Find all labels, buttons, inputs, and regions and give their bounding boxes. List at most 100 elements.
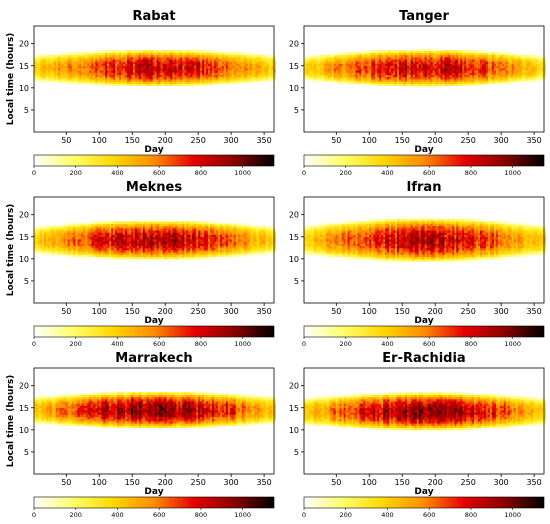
x-tick-label: 50 xyxy=(331,478,341,487)
colorbar-tick-label: 400 xyxy=(381,169,393,177)
panel-title: Ifran xyxy=(407,180,442,195)
colorbar-tick-label: 200 xyxy=(70,340,82,348)
y-axis-label: Local time (hours) xyxy=(6,204,16,297)
x-tick-label: 50 xyxy=(331,136,341,145)
x-axis-label: Day xyxy=(144,145,163,155)
colorbar-tick-label: 400 xyxy=(381,340,393,348)
colorbar-tick-label: 200 xyxy=(70,169,82,177)
colorbar-tick-label: 200 xyxy=(340,169,352,177)
colorbar-tick-label: 800 xyxy=(195,340,207,348)
colorbar-tick-label: 0 xyxy=(32,511,36,519)
x-tick-label: 150 xyxy=(395,136,410,145)
panel-title: Tanger xyxy=(399,9,449,24)
colorbar-tick-label: 600 xyxy=(153,511,165,519)
x-tick-label: 350 xyxy=(256,478,271,487)
x-axis-label: Day xyxy=(414,145,433,155)
x-tick-label: 100 xyxy=(92,478,107,487)
colorbar-tick-label: 800 xyxy=(195,169,207,177)
y-tick-label: 10 xyxy=(19,84,29,93)
colorbar-tick-label: 400 xyxy=(111,340,123,348)
heatmap-cells xyxy=(304,392,546,431)
x-tick-label: 250 xyxy=(461,478,476,487)
y-tick-label: 5 xyxy=(24,277,29,286)
x-tick-label: 50 xyxy=(61,307,71,316)
x-tick-label: 250 xyxy=(191,136,206,145)
y-axis-label: Local time (hours) xyxy=(6,375,16,468)
colorbar-tick-label: 800 xyxy=(465,340,477,348)
plot-frame xyxy=(33,367,275,475)
panel-er-rachidia: Er-Rachidia 50 100 150 200 250 300 350 5 10 15 20 Da… xyxy=(289,351,546,519)
x-tick-label: 350 xyxy=(256,307,271,316)
colorbar-tick-label: 1000 xyxy=(234,340,251,348)
x-tick-label: 350 xyxy=(526,478,541,487)
x-tick-label: 300 xyxy=(494,478,509,487)
panel-rabat: Rabat 50 100 150 200 250 300 350 5 10 15 20 Day Local… xyxy=(6,9,276,177)
y-tick-label: 15 xyxy=(19,233,29,242)
colorbar-tick-label: 0 xyxy=(302,511,306,519)
x-tick-label: 350 xyxy=(526,307,541,316)
x-tick-label: 200 xyxy=(428,478,443,487)
colorbar: 0 200 400 600 800 1000 xyxy=(32,325,275,348)
colorbar-tick-label: 1000 xyxy=(504,169,521,177)
y-tick-label: 15 xyxy=(19,62,29,71)
heatmap-cells xyxy=(304,216,546,262)
colorbar-tick-label: 800 xyxy=(465,511,477,519)
x-tick-label: 250 xyxy=(191,307,206,316)
x-tick-label: 300 xyxy=(494,307,509,316)
x-tick-label: 50 xyxy=(61,478,71,487)
y-tick-label: 5 xyxy=(294,106,299,115)
colorbar: 0 200 400 600 800 1000 xyxy=(302,496,545,519)
panel-ifran: Ifran 50 100 150 200 250 300 350 5 10 15 20 Day 0 200 4… xyxy=(289,180,546,348)
x-tick-label: 100 xyxy=(362,136,377,145)
plot-frame xyxy=(33,25,275,133)
panel-title: Er-Rachidia xyxy=(382,351,465,366)
y-tick-label: 10 xyxy=(19,426,29,435)
colorbar-tick-label: 1000 xyxy=(504,511,521,519)
x-tick-label: 300 xyxy=(494,136,509,145)
y-tick-label: 20 xyxy=(289,211,299,220)
colorbar-tick-label: 200 xyxy=(340,340,352,348)
panel-marrakech: Marrakech 50 100 150 200 250 300 350 5 10 15 20 Day L… xyxy=(6,351,276,519)
x-tick-label: 350 xyxy=(256,136,271,145)
panel-title: Marrakech xyxy=(115,351,192,366)
y-tick-label: 20 xyxy=(19,40,29,49)
colorbar-tick-label: 200 xyxy=(70,511,82,519)
plot-frame xyxy=(303,196,545,304)
heatmap-cells xyxy=(34,219,276,260)
colorbar-tick-label: 1000 xyxy=(234,511,251,519)
y-axis-label: Local time (hours) xyxy=(6,33,16,126)
heatmap-cells xyxy=(304,48,546,89)
x-tick-label: 200 xyxy=(158,136,173,145)
colorbar-tick-label: 600 xyxy=(423,511,435,519)
x-tick-label: 50 xyxy=(331,307,341,316)
x-tick-label: 350 xyxy=(526,136,541,145)
heatmap-cells xyxy=(34,392,276,429)
colorbar-tick-label: 0 xyxy=(32,340,36,348)
plot-frame xyxy=(33,196,275,304)
x-tick-label: 150 xyxy=(125,478,140,487)
colorbar: 0 200 400 600 800 1000 xyxy=(302,325,545,348)
colorbar: 0 200 400 600 800 1000 xyxy=(302,154,545,177)
x-tick-label: 250 xyxy=(461,136,476,145)
y-tick-label: 20 xyxy=(19,382,29,391)
y-tick-label: 15 xyxy=(289,62,299,71)
y-tick-label: 15 xyxy=(289,404,299,413)
x-tick-label: 300 xyxy=(224,478,239,487)
colorbar: 0 200 400 600 800 1000 xyxy=(32,496,275,519)
y-tick-label: 5 xyxy=(294,277,299,286)
x-tick-label: 300 xyxy=(224,136,239,145)
colorbar-tick-label: 600 xyxy=(423,340,435,348)
x-tick-label: 200 xyxy=(158,478,173,487)
x-tick-label: 50 xyxy=(61,136,71,145)
x-tick-label: 250 xyxy=(191,478,206,487)
y-tick-label: 20 xyxy=(289,382,299,391)
colorbar-tick-label: 0 xyxy=(32,169,36,177)
x-tick-label: 150 xyxy=(395,478,410,487)
y-tick-label: 15 xyxy=(19,404,29,413)
x-tick-label: 200 xyxy=(428,307,443,316)
colorbar-tick-label: 200 xyxy=(340,511,352,519)
y-tick-label: 20 xyxy=(289,40,299,49)
x-tick-label: 200 xyxy=(428,136,443,145)
y-tick-label: 20 xyxy=(19,211,29,220)
panel-meknes: Meknes 50 100 150 200 250 300 350 5 10 15 20 Day Loca… xyxy=(6,180,276,348)
